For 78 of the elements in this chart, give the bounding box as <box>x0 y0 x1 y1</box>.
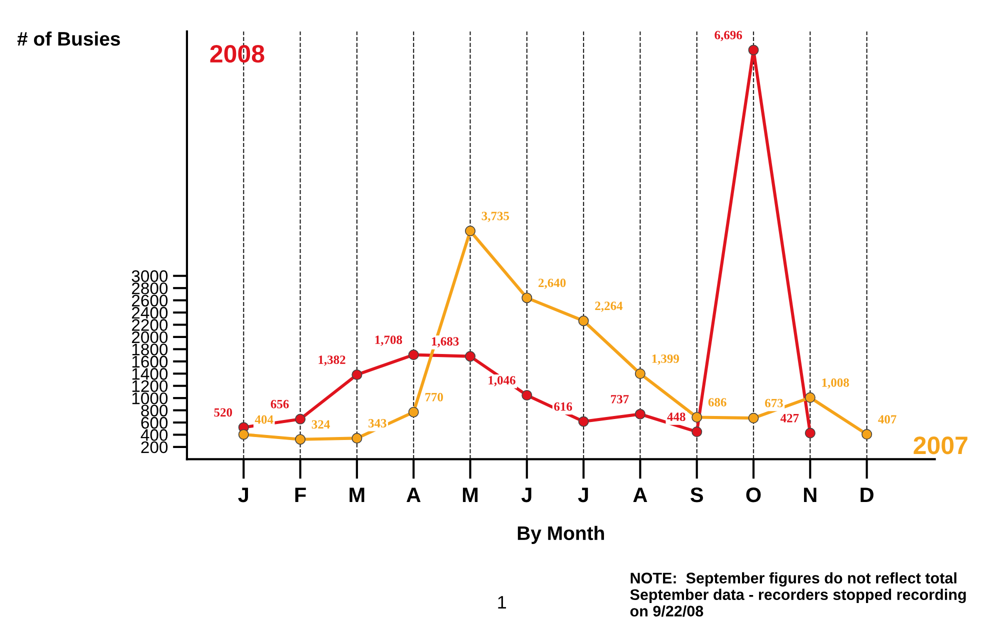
data-label: 6,696 <box>714 30 742 42</box>
y-tick-label: 1200 <box>132 380 168 392</box>
x-tick-label: D <box>860 488 874 502</box>
data-label: 324 <box>312 420 330 429</box>
point <box>464 351 476 362</box>
point <box>522 390 532 401</box>
y-tick-label: 2800 <box>132 282 168 294</box>
y-tick-label: 400 <box>140 429 168 441</box>
x-tick-label: J <box>521 488 532 502</box>
point <box>294 434 306 445</box>
x-tick-label: J <box>578 488 588 502</box>
data-label: 343 <box>368 419 386 428</box>
x-tick-label: M <box>350 488 364 502</box>
data-label: 686 <box>708 398 726 406</box>
data-label: 770 <box>425 392 443 402</box>
x-tick-label: A <box>633 488 648 502</box>
y-tick-label: 2400 <box>132 306 168 319</box>
y-tick-label: 1600 <box>132 356 168 368</box>
text: 2008 <box>210 44 264 63</box>
y-tick-label: 800 <box>141 404 168 416</box>
series-label: 2007 <box>914 436 968 454</box>
data-label: 3,735 <box>482 212 510 222</box>
point <box>408 406 419 418</box>
data-label: 1,683 <box>432 337 459 348</box>
x-tick-label: N <box>804 488 816 502</box>
y-tick-label: 2200 <box>132 319 168 331</box>
point <box>804 428 816 438</box>
x-tick-label: O <box>746 488 761 502</box>
data-label: 520 <box>214 408 232 417</box>
data-label: 427 <box>780 414 799 422</box>
data-label: 448 <box>667 412 686 422</box>
point <box>352 369 362 380</box>
point <box>634 408 646 420</box>
y-tick-label: 2000 <box>132 331 168 344</box>
point <box>692 412 702 423</box>
point <box>238 429 249 440</box>
point <box>748 412 759 424</box>
point <box>862 429 872 440</box>
data-label: 616 <box>554 402 572 411</box>
data-label: 407 <box>878 415 896 424</box>
y-tick-label: 1000 <box>132 392 168 404</box>
y-axis-title: # of Busies <box>17 31 120 46</box>
point <box>692 426 702 438</box>
data-label: 1,046 <box>488 376 516 386</box>
point <box>522 292 532 304</box>
x-tick-label: J <box>238 488 248 502</box>
data-label: 2,640 <box>538 278 566 289</box>
y-tick-label: 1800 <box>132 344 168 356</box>
point <box>748 44 759 56</box>
x-axis-title: By Month <box>518 526 604 544</box>
point <box>804 392 816 403</box>
data-label: 404 <box>254 415 274 424</box>
y-tick-label: 200 <box>141 441 168 454</box>
data-label: 656 <box>270 400 289 408</box>
x-tick-label: A <box>406 488 421 502</box>
y-tick-label: 3000 <box>132 270 168 282</box>
data-label: 1,708 <box>375 336 402 346</box>
data-label: 2,264 <box>595 302 623 312</box>
point <box>578 316 589 326</box>
data-label: 1,008 <box>822 378 849 389</box>
x-tick-label: S <box>690 488 703 502</box>
x-tick-label: F <box>295 488 306 502</box>
point <box>294 414 306 424</box>
point <box>634 368 646 379</box>
data-label: 673 <box>765 398 783 408</box>
y-tick-label: 600 <box>141 416 168 429</box>
point <box>352 432 362 444</box>
y-tick-label: 1400 <box>132 368 168 380</box>
x-tick-label: M <box>462 488 478 502</box>
text: NOTE: September figures do not reflect total September data - recorders stopped recording on 9/22/08 <box>630 572 966 617</box>
point <box>578 416 589 427</box>
point <box>408 350 419 360</box>
data-label: 737 <box>611 394 629 404</box>
point <box>464 226 476 236</box>
data-label: 1,399 <box>652 354 679 365</box>
data-label: 1,382 <box>318 356 346 366</box>
text: 1 <box>498 596 506 609</box>
y-tick-label: 2600 <box>132 294 168 307</box>
